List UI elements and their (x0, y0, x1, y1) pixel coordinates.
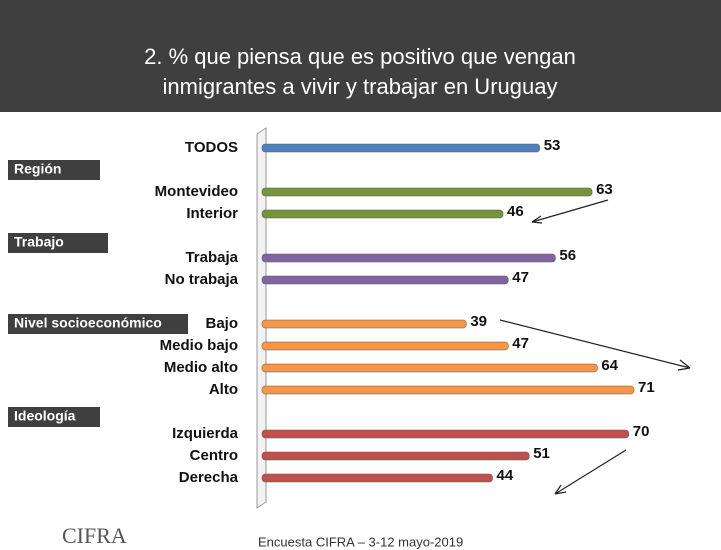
group-header: Nivel socioeconómico (14, 315, 162, 331)
category-label: TODOS (185, 139, 238, 156)
axis-wall (256, 127, 267, 509)
bar (261, 319, 467, 329)
group-header-box (8, 160, 100, 180)
bar (261, 385, 635, 395)
value-label: 39 (470, 313, 487, 330)
category-label: Izquierda (172, 425, 239, 442)
category-label: Medio bajo (160, 337, 238, 354)
value-label: 53 (544, 137, 561, 154)
bar (261, 429, 630, 439)
value-label: 44 (497, 467, 514, 484)
category-label: Bajo (205, 315, 238, 332)
value-label: 46 (507, 203, 524, 220)
bar (261, 473, 493, 483)
bar (261, 143, 540, 153)
value-label: 70 (633, 423, 650, 440)
value-label: 56 (559, 247, 576, 264)
title-line: inmigrantes a vivir y trabajar en Urugua… (163, 74, 558, 99)
title-line: 2. % que piensa que es positivo que veng… (144, 44, 576, 69)
value-label: 47 (512, 335, 529, 352)
value-label: 47 (512, 269, 529, 286)
category-label: Derecha (179, 469, 239, 486)
group-header-box (8, 314, 188, 334)
bar (261, 451, 530, 461)
category-label: Interior (186, 205, 238, 222)
bar (261, 187, 593, 197)
bar (261, 275, 509, 285)
category-label: Medio alto (164, 359, 238, 376)
bar (261, 209, 504, 219)
value-label: 51 (533, 445, 550, 462)
group-header-box (8, 407, 100, 427)
bar (261, 341, 509, 351)
value-label: 63 (596, 181, 613, 198)
value-label: 64 (601, 357, 618, 374)
group-header-box (8, 233, 108, 253)
arrows (499, 199, 691, 495)
category-label: Montevideo (155, 183, 238, 200)
category-label: Alto (209, 381, 238, 398)
source: Encuesta CIFRA – 3-12 mayo-2019 (258, 534, 463, 549)
bar (261, 253, 556, 263)
bar (261, 363, 598, 373)
category-label: Centro (190, 447, 238, 464)
group-header: Ideología (14, 408, 76, 424)
category-label: No trabaja (165, 271, 239, 288)
group-header: Región (14, 161, 61, 177)
group-header: Trabajo (14, 234, 64, 250)
title-band (0, 0, 721, 112)
logo: CIFRA (62, 523, 127, 548)
category-label: Trabaja (185, 249, 238, 266)
value-label: 71 (638, 379, 655, 396)
